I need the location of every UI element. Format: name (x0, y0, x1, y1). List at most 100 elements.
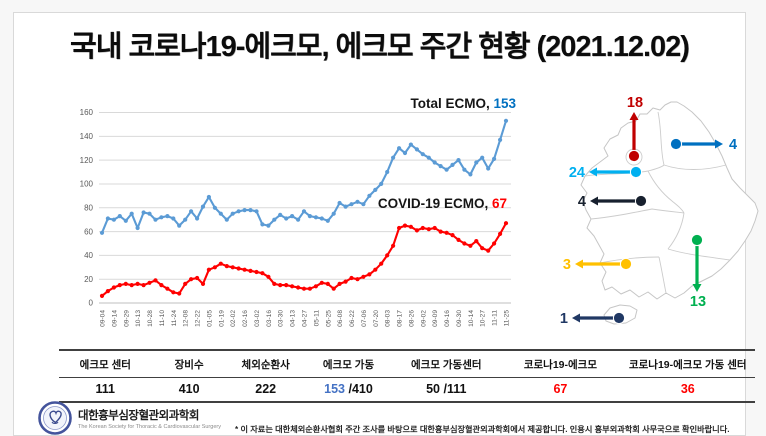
org-name-english: The Korean Society for Thoracic & Cardio… (78, 423, 221, 430)
ecmo-trend-chart-svg: 0 20 40 60 80 100 120 140 160 09-04 09-14 09-29 10-1… (80, 108, 511, 327)
ecmo-trend-chart: 0 20 40 60 80 100 120 140 160 09-04 09-14 09-29 10-1… (56, 89, 516, 347)
y-tick-label: 160 (80, 108, 94, 117)
jeolla-dot (619, 257, 633, 271)
data-point (402, 150, 408, 156)
data-point (230, 265, 235, 270)
x-tick-label: 07-06 (361, 310, 368, 327)
society-logo-icon (38, 401, 72, 435)
data-point (331, 211, 336, 216)
data-point (290, 284, 295, 289)
data-point (266, 274, 271, 279)
y-tick-label: 100 (80, 180, 94, 189)
jeju-dot (612, 311, 626, 325)
y-tick-label: 20 (84, 275, 93, 284)
data-point (426, 227, 431, 232)
data-point (498, 231, 503, 236)
summary-table: 에크모 센터 장비수 체외순환사 에크모 가동 에크모 가동센터 코로나19-에크모 코로나… (59, 349, 755, 403)
x-tick-label: 02-02 (230, 310, 237, 327)
data-point (284, 283, 289, 288)
chungcheong-arrowhead (590, 196, 598, 206)
table-value-part: 222 (255, 382, 277, 396)
data-point (337, 200, 342, 206)
data-point (468, 243, 473, 248)
total-ecmo-value: 153 (493, 96, 516, 111)
data-point (379, 261, 384, 266)
data-point (296, 217, 301, 222)
data-point (147, 211, 152, 216)
x-tick-label: 11-24 (171, 310, 178, 327)
jeolla-arrowhead (575, 259, 583, 269)
x-tick-label: 09-14 (111, 310, 118, 327)
data-point (432, 225, 437, 231)
data-point (486, 248, 491, 253)
data-point (343, 279, 348, 284)
data-point (408, 224, 413, 229)
x-tick-label: 02-16 (242, 310, 249, 327)
data-point (361, 274, 366, 279)
x-tick-label: 09-04 (100, 310, 107, 327)
covid-ecmo-value: 67 (491, 196, 507, 211)
data-point (117, 283, 122, 288)
data-point (171, 216, 176, 221)
data-point (438, 164, 443, 169)
gangwon-count: 4 (729, 137, 737, 153)
table-value-part: /410 (345, 382, 373, 396)
data-point (402, 223, 408, 228)
data-point (111, 217, 116, 222)
data-point (200, 281, 206, 286)
data-point (444, 167, 449, 172)
table-value-part: 410 (178, 382, 200, 396)
slide: 국내 코로나19-에크모, 에크모 주간 현황 (2021.12.02) 0 20… (13, 12, 759, 436)
x-tick-label: 12-22 (195, 310, 202, 327)
x-tick-label: 08-03 (385, 310, 392, 327)
data-point (242, 267, 247, 272)
x-tick-label: 03-16 (266, 310, 273, 327)
data-point (444, 230, 449, 235)
data-point (195, 275, 200, 281)
data-point (236, 209, 241, 214)
data-point (307, 214, 312, 219)
data-point (195, 216, 200, 221)
x-tick-label: 04-27 (302, 310, 309, 327)
table-header-3: 에크모 가동 (322, 359, 375, 371)
data-point (105, 289, 110, 294)
x-tick-label: 06-08 (337, 310, 344, 327)
x-tick-label: 09-16 (444, 310, 451, 327)
society-logo-block: 대한흉부심장혈관외과학회 The Korean Society for Thor… (38, 401, 221, 435)
data-point (218, 261, 223, 266)
data-point (218, 211, 223, 216)
data-point (117, 214, 122, 219)
seoul-arrowhead (629, 112, 639, 120)
table-value-part: 50 /111 (426, 382, 467, 396)
data-point (331, 286, 336, 291)
data-point (248, 208, 253, 213)
data-point (462, 241, 467, 246)
data-point (141, 210, 146, 215)
x-tick-label: 11-10 (159, 310, 166, 327)
data-point (272, 281, 277, 286)
jeolla-count: 3 (563, 257, 571, 273)
data-point (278, 283, 283, 288)
x-tick-label: 08-17 (397, 310, 404, 327)
x-tick-label: 03-30 (278, 310, 285, 327)
korea-outline (580, 101, 759, 325)
data-point (379, 181, 384, 186)
seoul-dot (627, 149, 641, 163)
data-point (248, 268, 253, 273)
x-tick-label: 09-09 (432, 310, 439, 327)
data-point (177, 223, 182, 228)
table-header-1: 장비수 (174, 359, 204, 371)
data-point (361, 202, 366, 207)
data-point (159, 215, 164, 220)
data-point (456, 237, 461, 242)
data-point (414, 228, 419, 233)
data-point (432, 160, 437, 165)
data-point (385, 253, 390, 258)
gyeongsang-arrowhead (692, 284, 702, 292)
table-value-4: 50 /111 (392, 378, 500, 401)
table-value-6: 36 (621, 378, 755, 401)
data-point (135, 225, 140, 231)
data-point (373, 187, 378, 192)
table-value-part: 67 (553, 382, 568, 396)
data-point (123, 218, 128, 223)
